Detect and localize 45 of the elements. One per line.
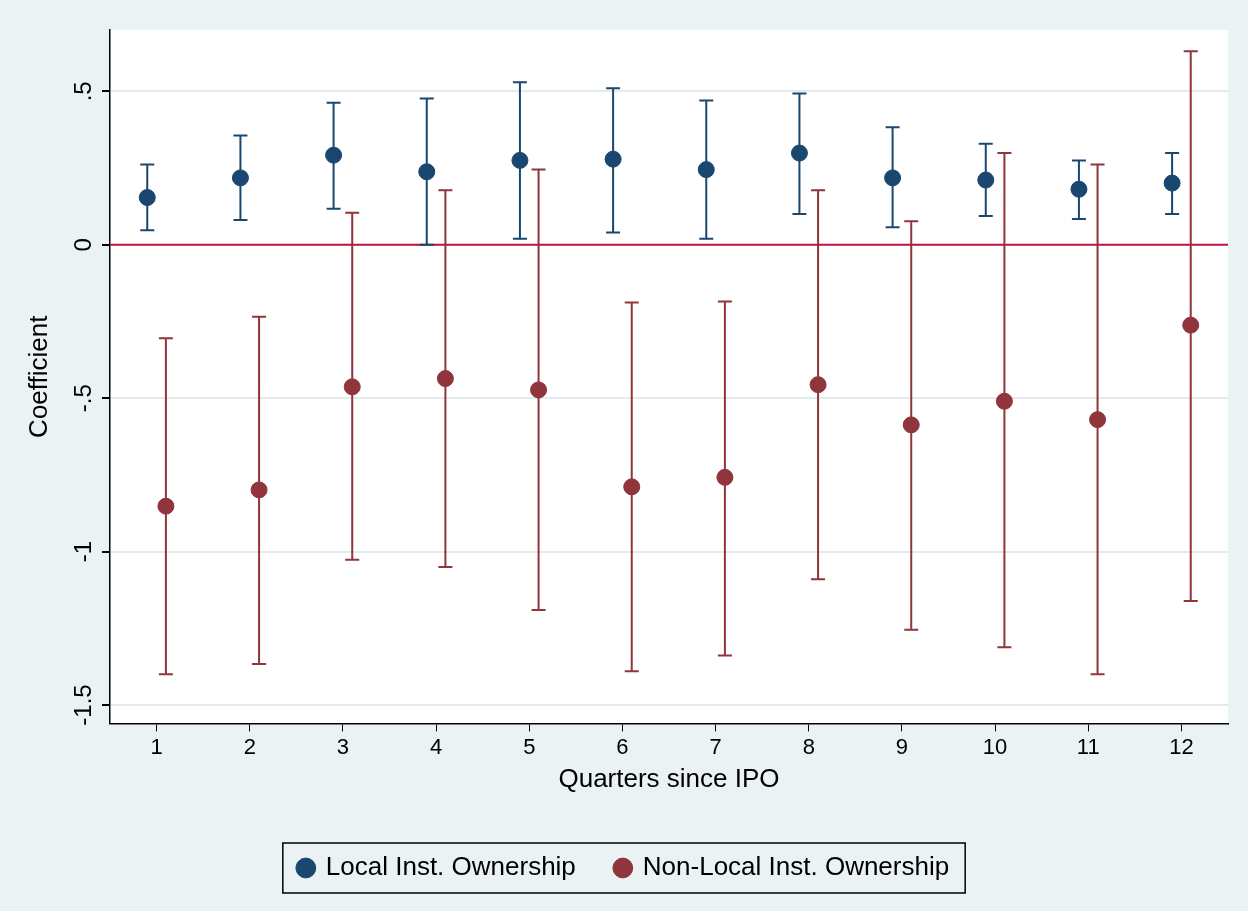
point [1089,411,1107,429]
x-tick-label: 1 [150,733,163,759]
y-tick-label: -.5 [68,384,96,413]
legend-label: Local Inst. Ownership [325,851,576,882]
x-tick-label: 6 [616,733,629,759]
x-tick-label: 9 [895,733,909,759]
x-tick-label: 8 [802,733,815,759]
point [250,481,268,499]
point [436,370,454,388]
point [530,381,548,399]
point [995,392,1013,410]
x-tick-label: 12 [1169,733,1194,759]
y-tick-label: 0 [68,238,96,252]
x-tick-label: 10 [982,733,1008,759]
point [511,151,529,169]
x-tick-label: 5 [523,733,536,759]
point [884,169,902,187]
point [325,146,343,164]
y-axis-title: Coefficient [22,314,53,438]
point [697,161,715,179]
point [902,416,920,434]
point [157,497,175,515]
x-axis-title: Quarters since IPO [558,762,780,793]
x-tick-label: 11 [1076,733,1100,759]
x-tick-label: 4 [429,733,443,759]
legend-label: Non-Local Inst. Ownership [642,851,950,882]
y-tick-label: -1 [68,540,96,563]
point [1182,316,1200,334]
point [138,189,156,207]
point [604,150,622,168]
point [1163,174,1181,192]
y-tick-label: .5 [68,81,96,102]
point [231,169,249,187]
point [790,144,808,162]
point [716,468,734,486]
point [977,171,995,189]
point [809,376,827,394]
point [1070,180,1088,198]
point [418,163,436,181]
x-tick-label: 3 [336,733,350,759]
point [623,478,641,496]
x-tick-label: 2 [243,733,256,759]
point [343,378,361,396]
x-tick-label: 7 [709,733,722,759]
y-tick-label: -1.5 [68,684,96,726]
